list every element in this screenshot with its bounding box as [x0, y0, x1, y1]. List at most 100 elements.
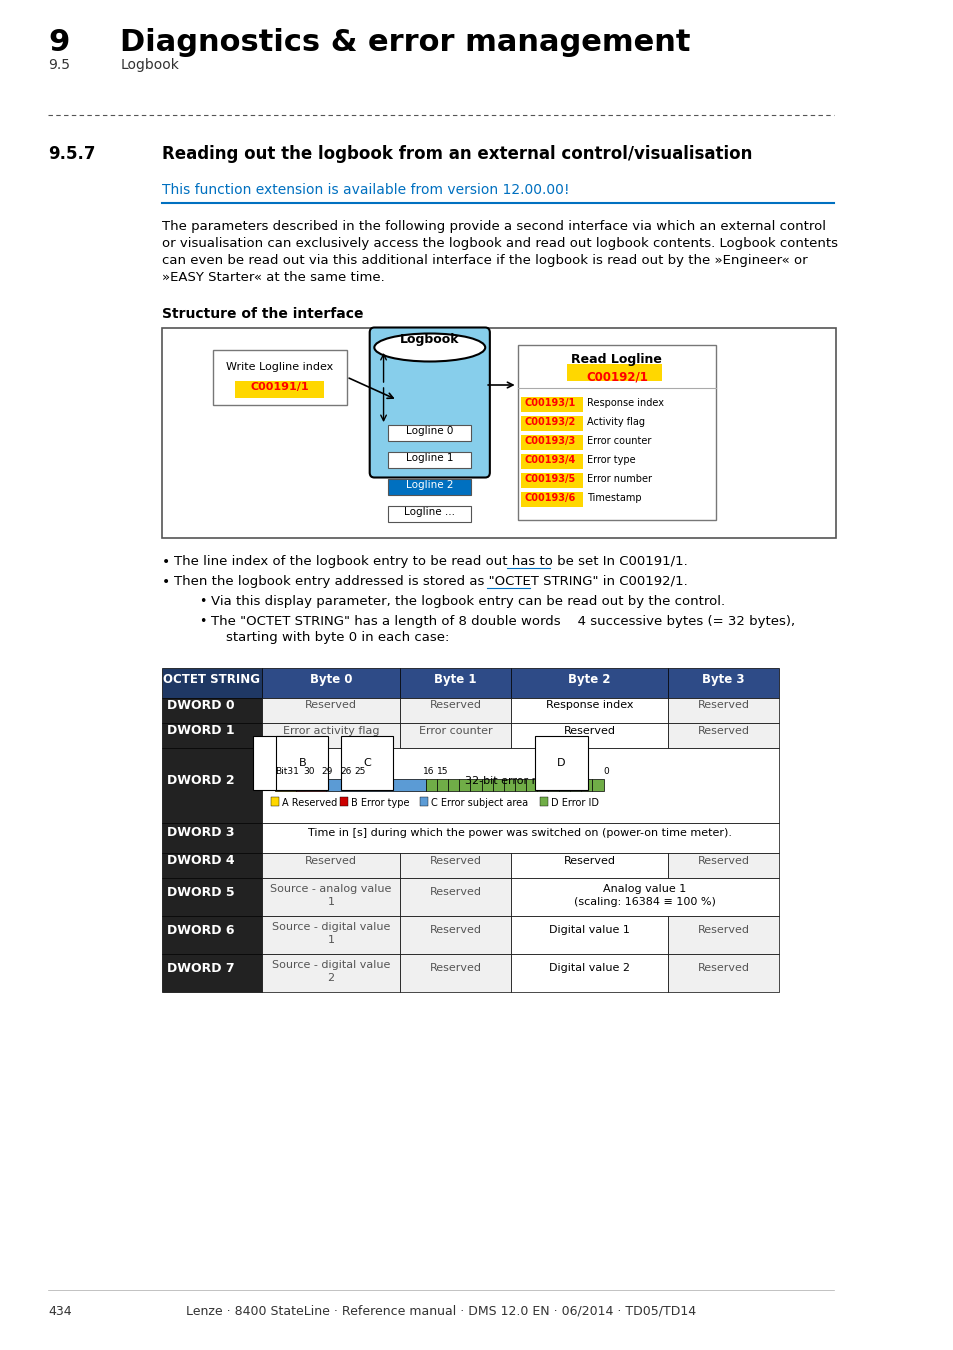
FancyBboxPatch shape: [261, 878, 399, 917]
Text: Reserved: Reserved: [697, 925, 749, 936]
FancyBboxPatch shape: [261, 698, 399, 724]
FancyBboxPatch shape: [261, 824, 779, 853]
Text: 434: 434: [48, 1305, 71, 1318]
FancyBboxPatch shape: [162, 954, 261, 992]
Bar: [326, 779, 426, 791]
Text: starting with byte 0 in each case:: starting with byte 0 in each case:: [226, 630, 450, 644]
FancyBboxPatch shape: [399, 668, 511, 698]
FancyBboxPatch shape: [567, 364, 661, 381]
Bar: [426, 779, 436, 791]
Text: DWORD 0: DWORD 0: [167, 699, 234, 711]
Text: Read Logline: Read Logline: [571, 352, 661, 366]
FancyBboxPatch shape: [261, 954, 399, 992]
FancyBboxPatch shape: [388, 506, 471, 522]
Text: 9: 9: [48, 28, 70, 57]
Text: Reserved: Reserved: [429, 856, 481, 865]
Text: Logline 0: Logline 0: [406, 427, 453, 436]
Text: 1: 1: [327, 936, 335, 945]
Text: C00193/3: C00193/3: [524, 436, 576, 446]
Text: C00193/2: C00193/2: [524, 417, 576, 427]
Text: 16: 16: [423, 767, 435, 776]
FancyBboxPatch shape: [234, 381, 324, 398]
Text: DWORD 1: DWORD 1: [167, 724, 234, 737]
Text: DWORD 4: DWORD 4: [167, 855, 234, 867]
Text: »EASY Starter« at the same time.: »EASY Starter« at the same time.: [162, 271, 384, 284]
Bar: [470, 779, 481, 791]
Text: Reserved: Reserved: [697, 701, 749, 710]
FancyBboxPatch shape: [667, 853, 779, 878]
FancyBboxPatch shape: [399, 917, 511, 954]
Bar: [492, 779, 503, 791]
Text: Diagnostics & error management: Diagnostics & error management: [120, 28, 690, 57]
FancyBboxPatch shape: [511, 724, 667, 748]
FancyBboxPatch shape: [667, 954, 779, 992]
Text: 2: 2: [327, 973, 335, 983]
FancyBboxPatch shape: [520, 416, 582, 431]
FancyBboxPatch shape: [399, 698, 511, 724]
Text: Reserved: Reserved: [429, 701, 481, 710]
FancyBboxPatch shape: [520, 397, 582, 412]
Text: Byte 1: Byte 1: [434, 674, 476, 686]
Bar: [448, 779, 458, 791]
Text: Source - digital value: Source - digital value: [272, 960, 390, 971]
Text: Activity flag: Activity flag: [586, 417, 644, 427]
FancyBboxPatch shape: [388, 425, 471, 441]
Bar: [271, 796, 279, 806]
Text: Logbook: Logbook: [399, 332, 459, 346]
FancyBboxPatch shape: [399, 954, 511, 992]
FancyBboxPatch shape: [667, 724, 779, 748]
Text: Response index: Response index: [586, 398, 663, 408]
Bar: [275, 779, 295, 791]
Text: Byte 3: Byte 3: [701, 674, 744, 686]
Text: Error counter: Error counter: [418, 725, 492, 736]
FancyBboxPatch shape: [517, 346, 716, 520]
Text: Error number: Error number: [586, 474, 651, 485]
FancyBboxPatch shape: [261, 917, 399, 954]
Text: DWORD 5: DWORD 5: [167, 886, 234, 899]
Text: A: A: [275, 757, 283, 768]
Text: B Error type: B Error type: [351, 798, 409, 809]
Text: DWORD 2: DWORD 2: [167, 774, 234, 787]
Text: Reserved: Reserved: [563, 856, 615, 865]
Bar: [592, 779, 603, 791]
Text: 1: 1: [327, 896, 335, 907]
Text: Lenze · 8400 StateLine · Reference manual · DMS 12.0 EN · 06/2014 · TD05/TD14: Lenze · 8400 StateLine · Reference manua…: [186, 1305, 695, 1318]
Text: Logline 2: Logline 2: [406, 481, 453, 490]
FancyBboxPatch shape: [399, 724, 511, 748]
Text: (scaling: 16384 ≡ 100 %): (scaling: 16384 ≡ 100 %): [574, 896, 716, 907]
FancyBboxPatch shape: [388, 479, 471, 495]
FancyBboxPatch shape: [162, 668, 261, 698]
Text: 26: 26: [340, 767, 351, 776]
Text: Reserved: Reserved: [429, 963, 481, 973]
Text: C Error subject area: C Error subject area: [430, 798, 527, 809]
Bar: [503, 779, 515, 791]
Bar: [548, 779, 558, 791]
Text: Digital value 2: Digital value 2: [549, 963, 630, 973]
Text: Reserved: Reserved: [697, 725, 749, 736]
Text: The line index of the logbook entry to be read out has to be set In C00191/1.: The line index of the logbook entry to b…: [173, 555, 687, 568]
Text: OCTET STRING: OCTET STRING: [163, 674, 260, 686]
Bar: [537, 779, 548, 791]
FancyBboxPatch shape: [520, 472, 582, 487]
Text: Reserved: Reserved: [697, 963, 749, 973]
FancyBboxPatch shape: [667, 917, 779, 954]
Text: C: C: [363, 757, 371, 768]
Text: C00191/1: C00191/1: [250, 382, 309, 391]
Text: Source - digital value: Source - digital value: [272, 922, 390, 931]
Text: •: •: [162, 575, 170, 589]
FancyBboxPatch shape: [520, 435, 582, 450]
Text: DWORD 3: DWORD 3: [167, 826, 234, 840]
Text: Byte 0: Byte 0: [310, 674, 352, 686]
Text: DWORD 7: DWORD 7: [167, 961, 234, 975]
Bar: [570, 779, 580, 791]
Text: C00193/1: C00193/1: [524, 398, 576, 408]
FancyBboxPatch shape: [261, 853, 399, 878]
FancyBboxPatch shape: [511, 917, 667, 954]
Text: 0: 0: [603, 767, 609, 776]
FancyBboxPatch shape: [162, 917, 261, 954]
FancyBboxPatch shape: [261, 668, 399, 698]
Text: Bit31: Bit31: [275, 767, 299, 776]
FancyBboxPatch shape: [667, 668, 779, 698]
Bar: [458, 779, 470, 791]
FancyBboxPatch shape: [162, 748, 261, 824]
